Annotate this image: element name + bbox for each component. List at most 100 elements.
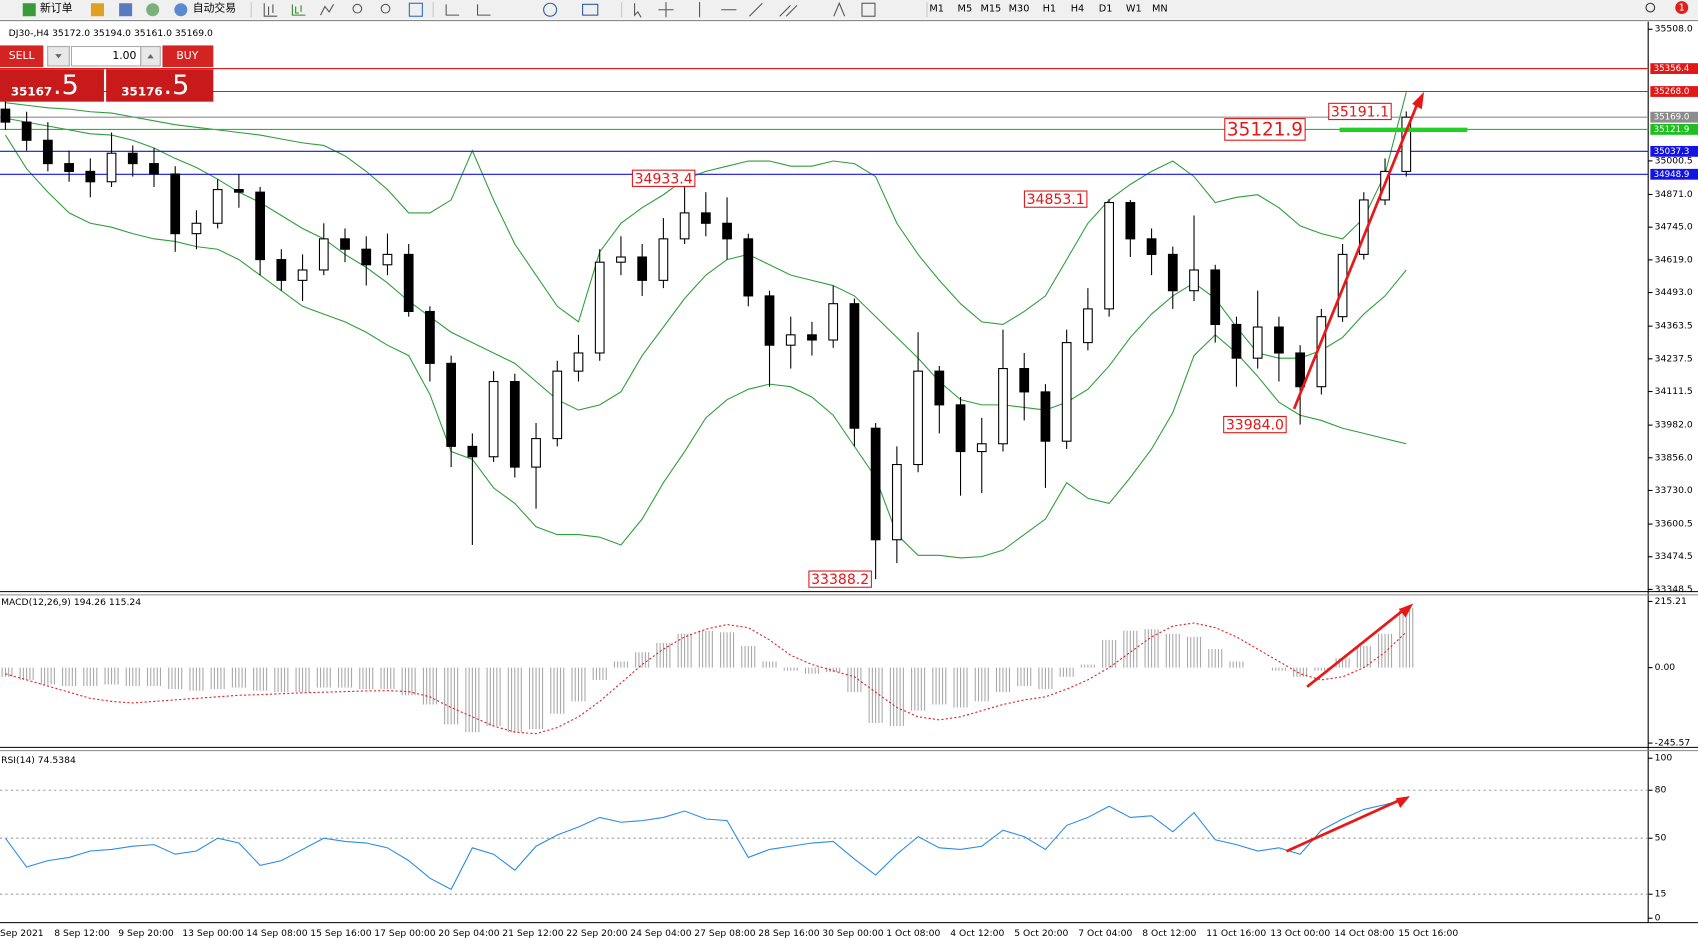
- new-order-icon[interactable]: [22, 3, 36, 17]
- timeframe[interactable]: M30: [1009, 4, 1030, 15]
- rsi-line: [4, 798, 1407, 891]
- price-annotation: 33388.2: [808, 570, 872, 588]
- plot: 35508.0 35000.5 34871.0 34745.0 34619.0 34493…: [0, 24, 1698, 939]
- timeframe[interactable]: W1: [1126, 4, 1142, 15]
- y-tick-label: 33348.5: [1655, 584, 1693, 595]
- candle-body: [149, 163, 159, 175]
- candle-body: [297, 269, 308, 281]
- price-level-tag: [1650, 63, 1698, 74]
- line-icon[interactable]: [320, 4, 335, 16]
- text-icon[interactable]: [833, 1, 846, 17]
- new-order[interactable]: 新订单: [40, 1, 73, 15]
- cursor-icon[interactable]: [634, 3, 642, 18]
- tool-icon[interactable]: [445, 4, 491, 16]
- sell-price-frac[interactable]: .5: [53, 70, 79, 101]
- y-tick-label: 34619.0: [1655, 254, 1693, 265]
- candle-body: [870, 427, 881, 541]
- toolbar: 新订单 自动交易 M1 M5 M15 M30 H1 H4 D1 W: [0, 0, 1698, 20]
- candle-body: [807, 334, 817, 341]
- sell-price-box[interactable]: [0, 69, 104, 102]
- tile-icon[interactable]: [408, 2, 423, 17]
- sell-button[interactable]: [0, 45, 44, 68]
- timeframe[interactable]: H1: [1043, 4, 1057, 15]
- annotation-label: 35121.9: [1227, 119, 1303, 140]
- auto-trading[interactable]: 自动交易: [193, 1, 236, 15]
- lots-value[interactable]: 1.00: [112, 49, 136, 62]
- annotation-box: [1224, 118, 1306, 141]
- candle-body: [1210, 269, 1221, 325]
- x-tick-label: 21 Sep 12:00: [502, 928, 564, 939]
- buy-button[interactable]: [162, 45, 214, 68]
- timeframe[interactable]: H4: [1071, 4, 1085, 15]
- notification-badge[interactable]: [1675, 1, 1689, 15]
- buy-label[interactable]: BUY: [176, 49, 198, 62]
- candle-body: [1167, 253, 1178, 292]
- price-level-tag: [1650, 111, 1698, 123]
- annotation-label: 35191.1: [1331, 105, 1389, 121]
- annotation-label: 33984.0: [1226, 418, 1284, 434]
- candle-body: [21, 121, 32, 141]
- draw-icons[interactable]: [658, 2, 798, 18]
- candle-body: [934, 370, 945, 406]
- candle-body: [276, 259, 287, 281]
- tool-icon[interactable]: [146, 3, 160, 17]
- price-level-label: 35268.0: [1654, 87, 1690, 97]
- trend-arrow[interactable]: [1292, 100, 1420, 410]
- timeframe[interactable]: MN: [1152, 4, 1168, 15]
- zoom-in[interactable]: [352, 3, 363, 14]
- rsi-arrow[interactable]: [1285, 799, 1400, 853]
- arrow-icon: [55, 54, 62, 59]
- candle-body: [1274, 326, 1284, 354]
- candle-body: [658, 238, 669, 281]
- candle-body: [1189, 269, 1199, 292]
- candle-body: [42, 139, 53, 165]
- period-icon[interactable]: [543, 2, 558, 17]
- search-icon[interactable]: [1645, 2, 1656, 13]
- price-annotation: 34853.1: [1023, 190, 1088, 208]
- sell-label[interactable]: SELL: [9, 49, 35, 62]
- price-level-tag: [1650, 123, 1698, 135]
- timeframe[interactable]: M1: [929, 4, 944, 15]
- buy-price[interactable]: 35176: [121, 84, 162, 98]
- candle-body: [361, 248, 372, 266]
- arrow-icon: [147, 54, 154, 59]
- template-icon[interactable]: [582, 3, 599, 16]
- toolbar-bg: [0, 0, 1698, 20]
- candle-body: [1295, 352, 1306, 388]
- annotation-box: [631, 169, 696, 187]
- buy-price-box[interactable]: [106, 69, 214, 102]
- candle-body: [1083, 308, 1093, 344]
- timeframe[interactable]: D1: [1099, 4, 1113, 15]
- x-tick-label: 20 Sep 04:00: [438, 928, 500, 939]
- candle-body: [849, 303, 860, 429]
- price-level-label: 35121.9: [1654, 125, 1690, 135]
- sell-price[interactable]: 35167: [11, 84, 52, 98]
- candle-body: [743, 238, 754, 297]
- candle-body: [955, 404, 966, 453]
- x-tick-label: 30 Sep 00:00: [822, 928, 884, 939]
- x-tick-label: 15 Oct 16:00: [1398, 928, 1458, 939]
- buy-price-frac[interactable]: .5: [164, 70, 190, 101]
- candle-body: [828, 303, 839, 341]
- arrow-head: [1399, 603, 1414, 618]
- label-icon[interactable]: [861, 2, 876, 17]
- candle-body: [170, 173, 181, 235]
- tool-icon[interactable]: [90, 3, 104, 17]
- zoom-out[interactable]: [380, 3, 391, 14]
- macd-arrow[interactable]: [1306, 608, 1405, 688]
- timeframe[interactable]: M15: [980, 4, 1001, 15]
- auto-trading-icon[interactable]: [174, 3, 188, 17]
- candle-body: [573, 352, 584, 372]
- bar-chart-icon[interactable]: [263, 3, 278, 17]
- notification-count[interactable]: 1: [1679, 3, 1685, 14]
- annotation-box: [1223, 415, 1287, 434]
- candle-body: [531, 438, 541, 468]
- timeframe[interactable]: M5: [958, 4, 973, 15]
- y-tick-label: 215.21: [1655, 596, 1687, 607]
- y-tick-label: -245.57: [1655, 738, 1691, 749]
- y-tick-label: 100: [1655, 753, 1673, 764]
- tool-icon[interactable]: [119, 3, 133, 17]
- price-level-label: 34948.9: [1654, 170, 1690, 180]
- candle-icon[interactable]: [291, 4, 306, 16]
- candle-body: [637, 256, 648, 281]
